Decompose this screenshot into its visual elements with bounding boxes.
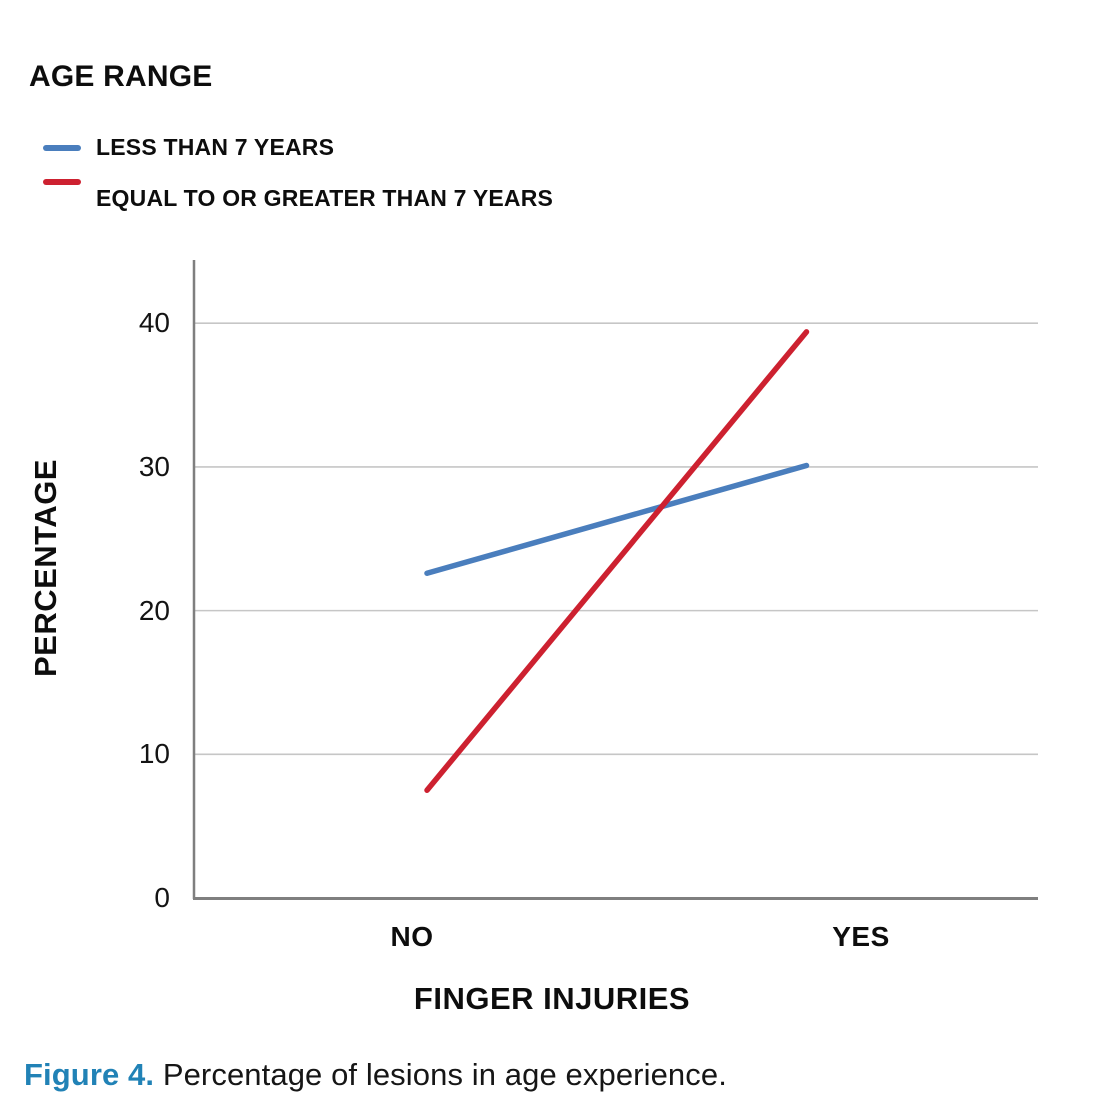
x-category-label-yes: YES	[832, 921, 890, 952]
y-axis-title: PERCENTAGE	[28, 459, 63, 678]
x-category-label-no: NO	[390, 921, 434, 952]
y-tick-label-30: 30	[138, 450, 170, 482]
legend-swatch-greater-equal-7-years	[43, 179, 81, 185]
series-line-0	[424, 462, 810, 577]
legend-title: AGE RANGE	[29, 60, 213, 93]
y-tick-label-20: 20	[138, 594, 170, 626]
legend-swatch-less-than-7-years	[43, 145, 81, 151]
legend-label-greater-equal-7-years: EQUAL TO OR GREATER THAN 7 YEARS	[96, 185, 554, 211]
legend-label-less-than-7-years: LESS THAN 7 YEARS	[96, 134, 335, 160]
figure-caption-text: Percentage of lesions in age experience.	[162, 1057, 727, 1092]
x-axis-title: FINGER INJURIES	[413, 981, 691, 1016]
figure-caption-number: Figure 4.	[24, 1057, 155, 1092]
y-tick-label-0: 0	[154, 882, 170, 913]
y-tick-label-10: 10	[138, 738, 170, 770]
y-tick-label-40: 40	[138, 307, 170, 339]
series-line-1	[424, 329, 810, 793]
figure-caption: Figure 4. Percentage of lesions in age e…	[24, 1056, 1084, 1094]
